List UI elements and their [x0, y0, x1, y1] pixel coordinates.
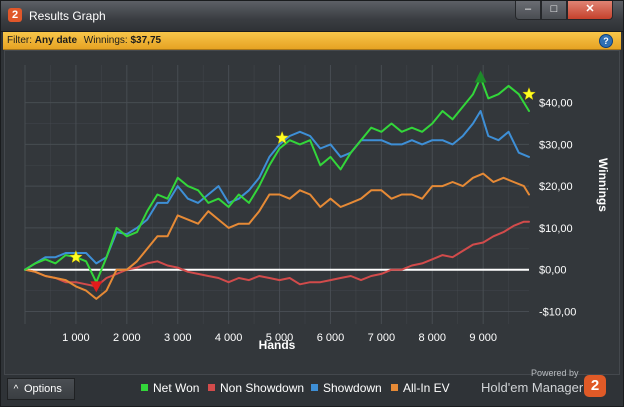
legend-label: Showdown	[323, 381, 382, 395]
y-tick-labels: -$10,00 $0,00 $10,00 $20,00 $30,00 $40,00	[539, 98, 576, 319]
series-line-non-showdown	[24, 220, 530, 288]
y-tick-label: $20,00	[539, 181, 573, 193]
winnings-value: $37,75	[130, 35, 162, 46]
series-line-net-won	[24, 76, 530, 284]
bottom-bar: ^ Options Net Won Non Showdown Showdown A…	[3, 368, 621, 406]
x-tick-label: 2 000	[113, 332, 141, 344]
x-tick-label: 9 000	[469, 332, 497, 344]
legend-item-all-in-ev[interactable]: All-In EV	[391, 381, 450, 395]
chart-panel: 1 000 2 000 3 000 4 000 5 000 6 000 7 000 8 000…	[4, 50, 620, 375]
y-tick-label: $30,00	[539, 139, 573, 151]
marker-triangle-up	[474, 70, 487, 83]
options-button[interactable]: ^ Options	[7, 378, 75, 400]
x-tick-label: 1 000	[62, 332, 90, 344]
legend-swatch-all-in-ev	[391, 384, 398, 391]
close-button[interactable]: ✕	[567, 1, 613, 20]
legend-item-showdown[interactable]: Showdown	[311, 381, 382, 395]
legend-item-non-showdown[interactable]: Non Showdown	[208, 381, 304, 395]
series-lines	[24, 76, 530, 300]
x-tick-label: 6 000	[317, 332, 345, 344]
chevron-up-icon: ^	[13, 384, 19, 395]
x-tick-label: 5 000	[266, 332, 294, 344]
filter-value: Any date	[34, 35, 78, 46]
brand-logo-icon: 2	[584, 375, 606, 397]
marker-star	[69, 249, 83, 263]
x-axis-label: Hands	[259, 338, 296, 352]
x-tick-labels: 1 000 2 000 3 000 4 000 5 000 6 000 7 000 8 000…	[62, 332, 497, 344]
marker-star	[275, 130, 289, 144]
legend-swatch-showdown	[311, 384, 318, 391]
legend-label: Non Showdown	[220, 381, 305, 395]
y-tick-label: $0,00	[539, 265, 567, 277]
x-tick-label: 4 000	[215, 332, 243, 344]
legend-label: All-In EV	[403, 381, 450, 395]
marker-triangle-down	[90, 281, 103, 293]
winnings-label: Winnings:	[83, 35, 128, 46]
app-logo-icon: 2	[8, 8, 22, 22]
brand-name: Hold'em Manager	[481, 380, 584, 395]
y-tick-label: -$10,00	[539, 306, 576, 318]
legend-swatch-net-won	[141, 384, 148, 391]
x-tick-label: 3 000	[164, 332, 192, 344]
x-tick-label: 8 000	[419, 332, 447, 344]
legend-label: Net Won	[153, 381, 200, 395]
markers	[69, 70, 536, 293]
series-line-all-in-ev	[24, 172, 530, 300]
maximize-button[interactable]: □	[541, 1, 567, 20]
options-label: Options	[24, 383, 62, 395]
legend-swatch-non-showdown	[208, 384, 215, 391]
help-icon[interactable]: ?	[599, 34, 613, 48]
x-tick-label: 7 000	[368, 332, 396, 344]
marker-star	[522, 86, 536, 101]
y-axis-label: Winnings	[596, 158, 610, 212]
y-tick-label: $10,00	[539, 223, 573, 235]
legend-item-net-won[interactable]: Net Won	[141, 381, 199, 395]
results-chart: 1 000 2 000 3 000 4 000 5 000 6 000 7 000 8 000…	[24, 65, 610, 352]
powered-by-text: Powered by	[531, 368, 579, 378]
window-title: Results Graph	[29, 9, 106, 23]
filter-label: Filter:	[7, 35, 32, 46]
filter-bar: Filter: Any date Winnings: $37,75 ?	[3, 32, 621, 50]
y-tick-label: $40,00	[539, 98, 573, 110]
minimize-button[interactable]: –	[515, 1, 541, 20]
title-bar[interactable]: 2 Results Graph – □ ✕	[1, 1, 623, 32]
